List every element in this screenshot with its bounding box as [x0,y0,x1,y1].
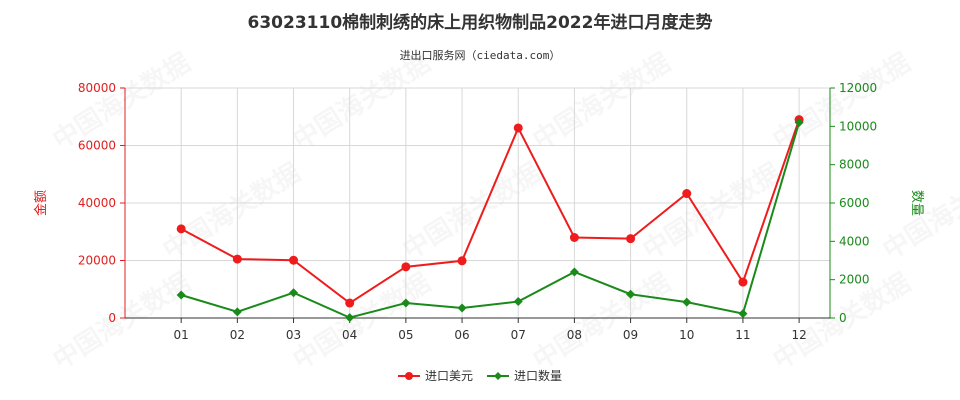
series-2-point [176,290,186,300]
y-right-tick-label: 10000 [839,119,877,133]
x-tick-label: 03 [286,328,301,342]
x-tick-label: 05 [398,328,413,342]
watermark: 中国海关数据 [528,48,676,156]
series-2-point [401,298,411,308]
series-1-point [513,123,523,133]
y-left-tick-label: 60000 [78,139,116,153]
series-line-2 [180,122,801,319]
y-right-tick-label: 4000 [839,234,870,248]
x-tick-label: 08 [567,328,582,342]
y-left-tick-label: 0 [108,311,116,325]
watermark: 中国海关数据 [48,48,196,156]
series-1-point [176,224,186,234]
watermark: 中国海关数据 [398,158,546,266]
y-right-tick-label: 12000 [839,81,877,95]
x-tick-label: 01 [174,328,189,342]
series-1-point [457,256,467,266]
series-2-point [289,288,299,298]
series-1-point [232,254,242,264]
series-2-point [569,267,579,277]
series-2-point [457,303,467,313]
series-1-point [401,262,411,272]
chart-title: 63023110棉制刺绣的床上用织物制品2022年进口月度走势 [247,13,713,33]
series-1-point [682,189,692,199]
watermark: 中国海关数据 [158,158,306,266]
series-1-point [345,298,355,308]
series-1-point [626,234,636,244]
legend-label-1: 进口美元 [425,369,473,383]
series-1-point [738,277,748,287]
x-tick-label: 10 [679,328,694,342]
series-2-point [626,289,636,299]
chart-subtitle: 进出口服务网（ciedata.com） [399,49,561,62]
y-right-tick-label: 8000 [839,158,870,172]
series-2-point [345,313,355,323]
series-2-point [513,297,523,307]
x-tick-label: 07 [511,328,526,342]
watermark: 中国海关数据 [768,48,916,156]
x-tick-label: 02 [230,328,245,342]
watermark: 中国海关数据 [288,268,436,376]
x-tick-label: 04 [342,328,357,342]
y-left-tick-label: 20000 [78,254,116,268]
watermark: 中国海关数据 [638,158,786,266]
legend-marker-1 [405,372,413,380]
series-2-point [682,297,692,307]
y-axis-right-label: 数量 [909,190,924,216]
series-2-point [232,307,242,317]
x-tick-label: 06 [454,328,469,342]
series-1-point [289,255,299,265]
watermark: 中国海关数据 [48,268,196,376]
y-left-tick-label: 40000 [78,196,116,210]
series-2-point [738,309,748,319]
series-1-point [569,233,579,242]
x-tick-label: 11 [735,328,750,342]
y-right-tick-label: 6000 [839,196,870,210]
y-left-tick-label: 80000 [78,81,116,95]
watermark: 中国海关数据 [288,48,436,156]
series-2-point [794,118,804,127]
x-tick-label: 12 [791,328,806,342]
legend-label-2: 进口数量 [514,368,562,383]
y-right-tick-label: 2000 [839,273,870,287]
y-axis-left-label: 金额 [33,190,49,216]
series-line-1 [180,119,801,305]
x-tick-label: 09 [623,328,638,342]
y-right-tick-label: 0 [839,311,847,325]
legend-marker-2 [494,372,502,380]
